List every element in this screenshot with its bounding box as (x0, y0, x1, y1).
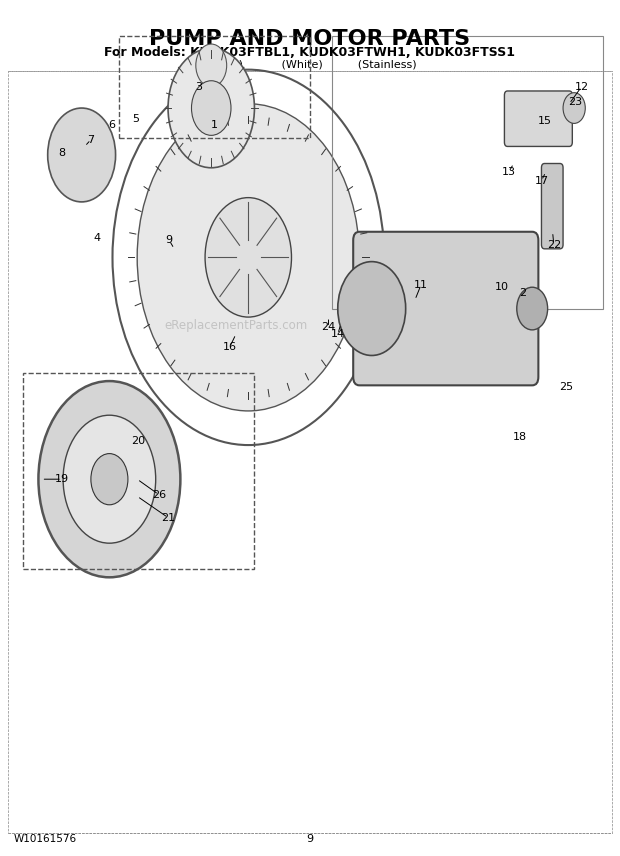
Text: eReplacementParts.com: eReplacementParts.com (164, 319, 308, 332)
Text: 4: 4 (94, 233, 100, 243)
Text: For Models: KUDK03FTBL1, KUDK03FTWH1, KUDK03FTSS1: For Models: KUDK03FTBL1, KUDK03FTWH1, KU… (105, 45, 515, 59)
Text: 6: 6 (108, 120, 115, 130)
FancyBboxPatch shape (541, 163, 563, 249)
FancyBboxPatch shape (505, 91, 572, 146)
Text: 7: 7 (87, 134, 94, 145)
Circle shape (48, 108, 115, 202)
Text: 12: 12 (575, 81, 588, 92)
Text: 26: 26 (152, 490, 166, 500)
Text: 2: 2 (520, 288, 526, 298)
Text: 9: 9 (306, 835, 314, 844)
Text: 16: 16 (223, 342, 237, 352)
Text: 18: 18 (513, 431, 527, 442)
Text: 10: 10 (494, 282, 508, 292)
Text: PUMP AND MOTOR PARTS: PUMP AND MOTOR PARTS (149, 29, 471, 49)
Circle shape (168, 48, 254, 168)
Text: W10161576: W10161576 (14, 835, 77, 844)
Text: 3: 3 (195, 81, 202, 92)
Text: 23: 23 (569, 97, 582, 107)
Circle shape (38, 381, 180, 577)
Text: 19: 19 (55, 474, 69, 484)
Text: 21: 21 (161, 513, 175, 523)
Text: 20: 20 (131, 436, 146, 446)
Circle shape (338, 262, 405, 355)
Text: 25: 25 (559, 382, 574, 392)
Text: 24: 24 (321, 323, 335, 332)
Text: 13: 13 (502, 167, 516, 177)
Circle shape (516, 288, 547, 330)
Text: 22: 22 (547, 240, 561, 250)
FancyBboxPatch shape (353, 232, 538, 385)
Text: 9: 9 (166, 235, 173, 246)
Circle shape (205, 198, 291, 317)
Text: 14: 14 (330, 330, 345, 339)
Text: (Black)           (White)          (Stainless): (Black) (White) (Stainless) (204, 59, 416, 69)
Text: 11: 11 (414, 280, 428, 289)
Circle shape (137, 104, 360, 411)
Circle shape (192, 80, 231, 135)
Circle shape (91, 454, 128, 505)
Circle shape (563, 92, 585, 123)
Circle shape (63, 415, 156, 544)
Text: 8: 8 (58, 148, 66, 158)
Circle shape (196, 44, 227, 86)
Text: 5: 5 (133, 114, 140, 124)
Text: 1: 1 (211, 120, 218, 130)
Text: 17: 17 (534, 175, 549, 186)
Text: 15: 15 (538, 116, 552, 126)
